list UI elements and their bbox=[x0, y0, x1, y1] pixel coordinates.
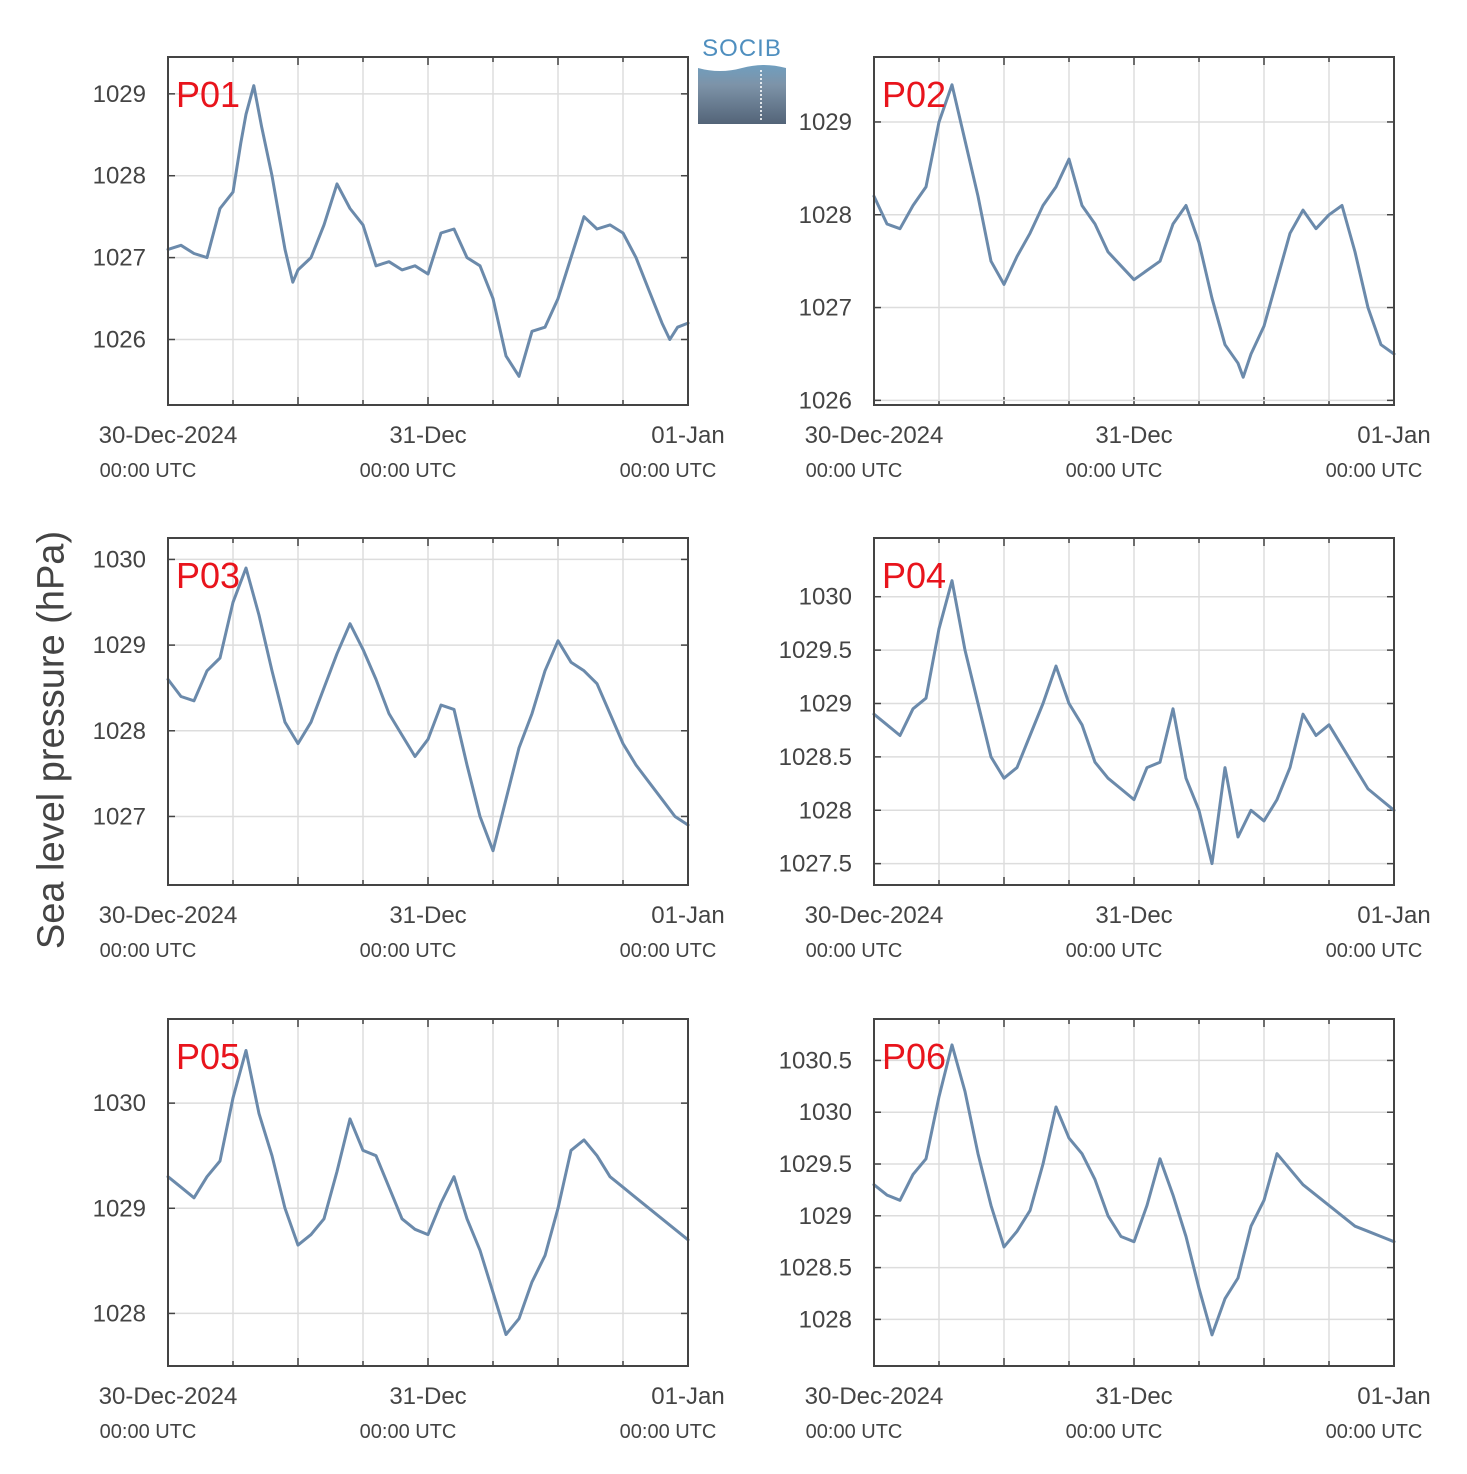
x-tick-time-label: 00:00 UTC bbox=[620, 1421, 717, 1443]
panel-p03: 1027 1028 1029 1030 30-Dec-2024 00:00 UTC 31-D… bbox=[93, 537, 725, 962]
x-tick-label: 31-Dec bbox=[1095, 1383, 1172, 1410]
y-tick-label: 1028.5 bbox=[779, 1255, 852, 1282]
x-tick-time-label: 00:00 UTC bbox=[806, 1421, 903, 1443]
socib-logo: SOCIB bbox=[697, 36, 787, 126]
x-tick-time-label: 00:00 UTC bbox=[1066, 1421, 1163, 1443]
x-tick-label: 31-Dec bbox=[389, 1383, 466, 1410]
panel-label: P02 bbox=[882, 74, 946, 115]
x-tick-label: 01-Jan bbox=[651, 1383, 724, 1410]
x-tick-time-label: 00:00 UTC bbox=[360, 460, 457, 482]
y-tick-label: 1029 bbox=[799, 1203, 852, 1230]
panel-p01: 1026 1027 1028 1029 30-Dec-2024 00:00 UTC 31-D… bbox=[93, 56, 725, 482]
x-tick-label: 30-Dec-2024 bbox=[99, 422, 238, 449]
x-tick-time-label: 00:00 UTC bbox=[1066, 940, 1163, 962]
y-tick-label: 1029.5 bbox=[779, 1151, 852, 1178]
panel-p05: 1028 1029 1030 30-Dec-2024 00:00 UTC 31-Dec 00… bbox=[93, 1018, 725, 1443]
y-tick-label: 1028.5 bbox=[779, 744, 852, 771]
x-tick-time-label: 00:00 UTC bbox=[1066, 460, 1163, 482]
y-tick-label: 1026 bbox=[799, 387, 852, 414]
y-tick-label: 1028 bbox=[799, 1306, 852, 1333]
x-tick-time-label: 00:00 UTC bbox=[100, 460, 197, 482]
panel-p06: 1028 1028.5 1029 1029.5 1030 1030.5 30-Dec-202… bbox=[779, 1018, 1431, 1443]
axes-frame bbox=[873, 537, 1395, 886]
series-line-p03 bbox=[166, 566, 690, 853]
panel-label: P03 bbox=[176, 555, 240, 596]
x-tick-time-label: 00:00 UTC bbox=[1326, 1421, 1423, 1443]
x-tick-time-label: 00:00 UTC bbox=[620, 940, 717, 962]
series-line-p06 bbox=[872, 1043, 1396, 1337]
x-tick-time-label: 00:00 UTC bbox=[100, 1421, 197, 1443]
x-tick-time-label: 00:00 UTC bbox=[100, 940, 197, 962]
logo-icon bbox=[698, 64, 786, 124]
axes-frame bbox=[167, 56, 689, 406]
x-tick-label: 01-Jan bbox=[1357, 1383, 1430, 1410]
y-tick-label: 1029 bbox=[799, 690, 852, 717]
x-tick-time-label: 00:00 UTC bbox=[806, 940, 903, 962]
y-tick-label: 1028 bbox=[93, 1300, 146, 1327]
panel-p04: 1027.5 1028 1028.5 1029 1029.5 1030 30-Dec-202… bbox=[779, 537, 1431, 962]
y-tick-label: 1030.5 bbox=[779, 1047, 852, 1074]
y-tick-label: 1029 bbox=[93, 1195, 146, 1222]
x-tick-time-label: 00:00 UTC bbox=[806, 460, 903, 482]
x-tick-label: 30-Dec-2024 bbox=[805, 422, 944, 449]
y-tick-label: 1030 bbox=[93, 1090, 146, 1117]
axes-frame bbox=[167, 537, 689, 886]
y-tick-label: 1030 bbox=[799, 584, 852, 611]
x-tick-label: 30-Dec-2024 bbox=[805, 1383, 944, 1410]
y-tick-label: 1028 bbox=[93, 718, 146, 745]
panel-label: P01 bbox=[176, 74, 240, 115]
y-tick-label: 1029.5 bbox=[779, 637, 852, 664]
panel-p02: 1026 1027 1028 1029 30-Dec-2024 00:00 UTC 31-D… bbox=[799, 56, 1431, 482]
series-line-p02 bbox=[872, 83, 1396, 379]
y-tick-label: 1027 bbox=[93, 803, 146, 830]
logo-text: SOCIB bbox=[702, 35, 782, 62]
x-tick-time-label: 00:00 UTC bbox=[1326, 940, 1423, 962]
x-tick-label: 31-Dec bbox=[1095, 902, 1172, 929]
panel-label: P06 bbox=[882, 1036, 946, 1077]
x-tick-label: 31-Dec bbox=[389, 422, 466, 449]
x-tick-label: 30-Dec-2024 bbox=[99, 902, 238, 929]
y-tick-label: 1027 bbox=[799, 295, 852, 322]
x-tick-label: 31-Dec bbox=[389, 902, 466, 929]
y-tick-label: 1026 bbox=[93, 326, 146, 353]
x-tick-time-label: 00:00 UTC bbox=[1326, 460, 1423, 482]
series-line-p04 bbox=[872, 579, 1396, 866]
y-tick-label: 1029 bbox=[93, 81, 146, 108]
x-tick-label: 01-Jan bbox=[1357, 902, 1430, 929]
x-tick-time-label: 00:00 UTC bbox=[620, 460, 717, 482]
x-tick-time-label: 00:00 UTC bbox=[360, 940, 457, 962]
panel-label: P05 bbox=[176, 1036, 240, 1077]
x-tick-label: 31-Dec bbox=[1095, 422, 1172, 449]
y-tick-label: 1030 bbox=[93, 546, 146, 573]
axes-frame bbox=[167, 1018, 689, 1367]
y-tick-label: 1027.5 bbox=[779, 851, 852, 878]
y-tick-label: 1028 bbox=[799, 202, 852, 229]
axes-frame bbox=[873, 1018, 1395, 1367]
x-tick-label: 01-Jan bbox=[651, 422, 724, 449]
x-tick-label: 01-Jan bbox=[1357, 422, 1430, 449]
y-tick-label: 1029 bbox=[799, 109, 852, 136]
x-tick-label: 30-Dec-2024 bbox=[805, 902, 944, 929]
panel-label: P04 bbox=[882, 555, 946, 596]
series-line-p05 bbox=[166, 1049, 690, 1336]
y-axis-label: Sea level pressure (hPa) bbox=[30, 530, 73, 950]
axes-frame bbox=[873, 56, 1395, 406]
y-tick-label: 1028 bbox=[799, 797, 852, 824]
y-tick-label: 1027 bbox=[93, 245, 146, 272]
x-tick-time-label: 00:00 UTC bbox=[360, 1421, 457, 1443]
series-line-p01 bbox=[166, 84, 690, 378]
x-tick-label: 30-Dec-2024 bbox=[99, 1383, 238, 1410]
y-tick-label: 1030 bbox=[799, 1099, 852, 1126]
y-tick-label: 1029 bbox=[93, 632, 146, 659]
y-tick-label: 1028 bbox=[93, 163, 146, 190]
x-tick-label: 01-Jan bbox=[651, 902, 724, 929]
